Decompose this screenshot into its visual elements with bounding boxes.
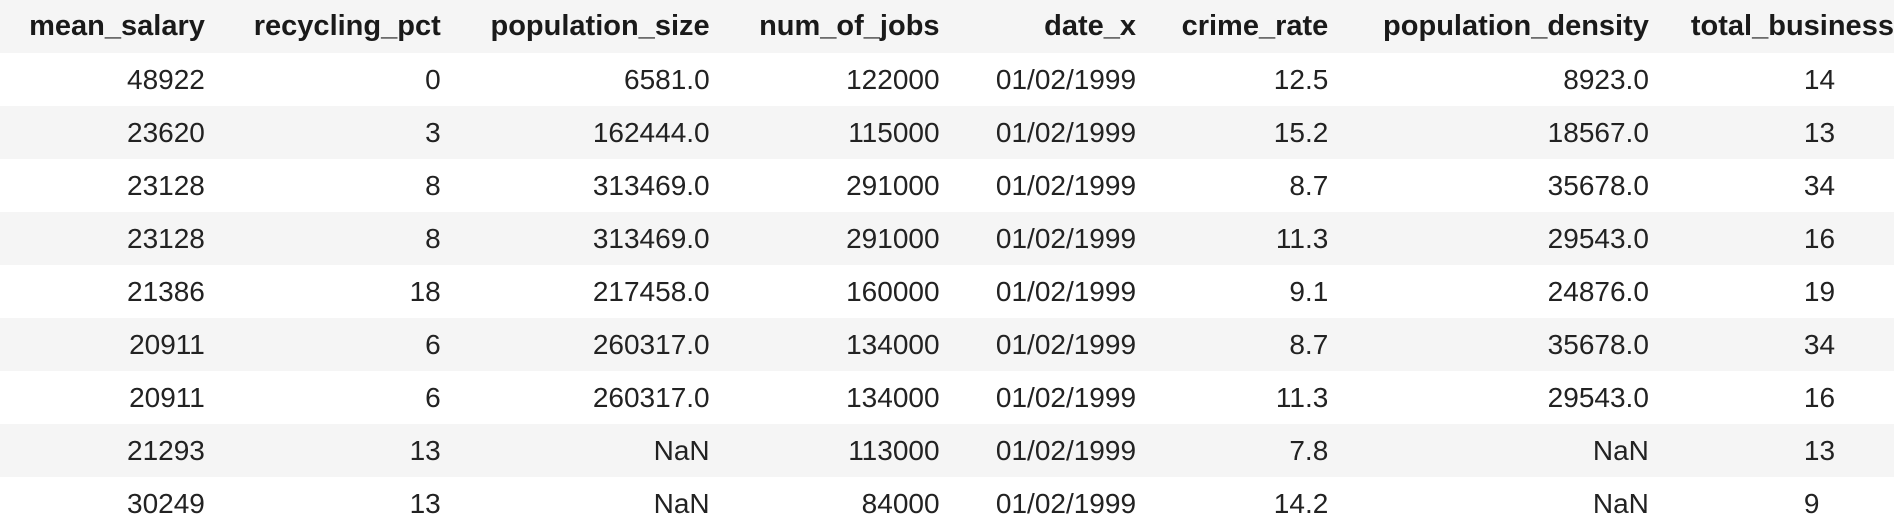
- table-cell: 24876.0: [1336, 265, 1658, 318]
- table-cell: 35678.0: [1336, 159, 1658, 212]
- table-cell: 23128: [0, 212, 211, 265]
- table-cell: 134000: [716, 371, 948, 424]
- table-cell: 162444.0: [447, 106, 717, 159]
- table-cell: NaN: [447, 477, 717, 530]
- column-header-num-of-jobs[interactable]: num_of_jobs: [716, 0, 948, 53]
- table-cell: 84000: [716, 477, 948, 530]
- table-cell: 35678.0: [1336, 318, 1658, 371]
- table-row: 20911 6 260317.0 134000 01/02/1999 11.3 …: [0, 371, 1894, 424]
- table-row: 21293 13 NaN 113000 01/02/1999 7.8 NaN 1…: [0, 424, 1894, 477]
- header-row: mean_salary recycling_pct population_siz…: [0, 0, 1894, 53]
- table-cell: 29543.0: [1336, 371, 1658, 424]
- table-cell: 15.2: [1144, 106, 1337, 159]
- table-cell: 01/02/1999: [947, 424, 1145, 477]
- table-cell: 260317.0: [447, 318, 717, 371]
- table-cell: 14.2: [1144, 477, 1337, 530]
- column-header-date-x[interactable]: date_x: [947, 0, 1145, 53]
- table-cell: 313469.0: [447, 159, 717, 212]
- table-cell: NaN: [447, 424, 717, 477]
- table-cell: 29543.0: [1336, 212, 1658, 265]
- table-cell: 8923.0: [1336, 53, 1658, 106]
- table-cell: 8.7: [1144, 318, 1337, 371]
- table-cell: 34: [1657, 318, 1894, 371]
- table-row: 21386 18 217458.0 160000 01/02/1999 9.1 …: [0, 265, 1894, 318]
- table-cell: 18567.0: [1336, 106, 1658, 159]
- table-cell: 20911: [0, 318, 211, 371]
- table-cell: 18: [210, 265, 448, 318]
- table-cell: 01/02/1999: [947, 212, 1145, 265]
- table-cell: 11.3: [1144, 371, 1337, 424]
- table-cell: 21386: [0, 265, 211, 318]
- table-cell: 13: [1657, 106, 1894, 159]
- table-cell: 13: [1657, 424, 1894, 477]
- table-cell: 122000: [716, 53, 948, 106]
- table-cell: 19: [1657, 265, 1894, 318]
- table-cell: 8: [210, 212, 448, 265]
- table-cell: 01/02/1999: [947, 53, 1145, 106]
- table-cell: 260317.0: [447, 371, 717, 424]
- table-cell: 8.7: [1144, 159, 1337, 212]
- table-cell: 0: [210, 53, 448, 106]
- table-row: 23620 3 162444.0 115000 01/02/1999 15.2 …: [0, 106, 1894, 159]
- table-cell: 01/02/1999: [947, 318, 1145, 371]
- table-cell: 23620: [0, 106, 211, 159]
- table-cell: 01/02/1999: [947, 159, 1145, 212]
- table-cell: 48922: [0, 53, 211, 106]
- table-cell: 115000: [716, 106, 948, 159]
- table-cell: 8: [210, 159, 448, 212]
- table-cell: 113000: [716, 424, 948, 477]
- table-cell: 21293: [0, 424, 211, 477]
- table-cell: 13: [210, 424, 448, 477]
- column-header-population-size[interactable]: population_size: [447, 0, 717, 53]
- table-cell: 01/02/1999: [947, 265, 1145, 318]
- table-cell: 14: [1657, 53, 1894, 106]
- table-cell: 20911: [0, 371, 211, 424]
- table-cell: 23128: [0, 159, 211, 212]
- column-header-recycling-pct[interactable]: recycling_pct: [210, 0, 448, 53]
- table-body: 48922 0 6581.0 122000 01/02/1999 12.5 89…: [0, 53, 1894, 530]
- table-cell: 9.1: [1144, 265, 1337, 318]
- table-cell: NaN: [1336, 477, 1658, 530]
- table-row: 30249 13 NaN 84000 01/02/1999 14.2 NaN 9: [0, 477, 1894, 530]
- table-cell: 30249: [0, 477, 211, 530]
- table-cell: 11.3: [1144, 212, 1337, 265]
- table-cell: 9: [1657, 477, 1894, 530]
- table-cell: 6: [210, 318, 448, 371]
- table-cell: 01/02/1999: [947, 106, 1145, 159]
- table-row: 23128 8 313469.0 291000 01/02/1999 8.7 3…: [0, 159, 1894, 212]
- table-cell: 6: [210, 371, 448, 424]
- table-cell: 313469.0: [447, 212, 717, 265]
- column-header-total-business[interactable]: total_business: [1657, 0, 1894, 53]
- table-cell: 134000: [716, 318, 948, 371]
- column-header-crime-rate[interactable]: crime_rate: [1144, 0, 1337, 53]
- table-cell: 291000: [716, 212, 948, 265]
- table-cell: NaN: [1336, 424, 1658, 477]
- table-cell: 01/02/1999: [947, 477, 1145, 530]
- table-cell: 01/02/1999: [947, 371, 1145, 424]
- table-cell: 13: [210, 477, 448, 530]
- table-cell: 3: [210, 106, 448, 159]
- table-cell: 6581.0: [447, 53, 717, 106]
- column-header-mean-salary[interactable]: mean_salary: [0, 0, 211, 53]
- table-cell: 7.8: [1144, 424, 1337, 477]
- table-cell: 291000: [716, 159, 948, 212]
- column-header-population-density[interactable]: population_density: [1336, 0, 1658, 53]
- table-cell: 16: [1657, 212, 1894, 265]
- table-header: mean_salary recycling_pct population_siz…: [0, 0, 1894, 53]
- table-row: 20911 6 260317.0 134000 01/02/1999 8.7 3…: [0, 318, 1894, 371]
- table-cell: 12.5: [1144, 53, 1337, 106]
- table-row: 48922 0 6581.0 122000 01/02/1999 12.5 89…: [0, 53, 1894, 106]
- table-cell: 16: [1657, 371, 1894, 424]
- table-cell: 160000: [716, 265, 948, 318]
- table-cell: 217458.0: [447, 265, 717, 318]
- table-cell: 34: [1657, 159, 1894, 212]
- table-row: 23128 8 313469.0 291000 01/02/1999 11.3 …: [0, 212, 1894, 265]
